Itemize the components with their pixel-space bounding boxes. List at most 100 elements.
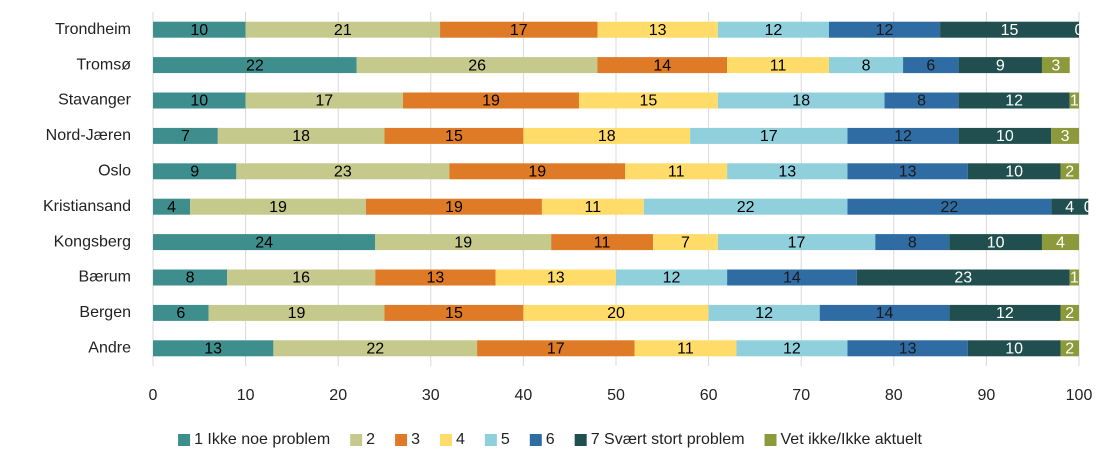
y-tick-label: Stavanger [58,92,132,109]
bar-segment [153,304,209,321]
data-label: 19 [288,305,306,322]
bar-segment [208,304,385,321]
bar-segment [551,234,654,251]
data-label: 18 [292,128,310,145]
bar-segment [245,21,441,38]
data-label: 24 [255,234,273,251]
data-label: 0 [1075,22,1084,39]
data-label: 19 [528,164,546,181]
data-label: 15 [445,305,463,322]
bar-segment [153,57,357,74]
bar-segment [365,198,542,215]
y-tick-label: Bærum [79,269,131,286]
bar-segment [153,340,274,357]
bar-segment [625,163,728,180]
data-label: 17 [760,128,778,145]
data-label: 11 [668,164,685,181]
data-label: 13 [204,341,222,358]
bar-segment [653,234,718,251]
data-label: 8 [917,93,926,110]
bar-segment [227,269,376,286]
bar-segment [1069,269,1079,286]
bar-segment [727,269,857,286]
data-label: 11 [770,57,787,74]
bar-segment [153,234,376,251]
data-label: 23 [334,164,352,181]
legend-swatch [574,434,587,446]
bar-segment [828,21,941,38]
bar-segment [597,21,718,38]
bar-segment [949,234,1042,251]
bar-segment [477,340,635,357]
bar-segment [597,57,728,74]
bar-segment [384,127,524,144]
data-label: 17 [547,341,565,358]
legend-swatch [395,434,408,446]
data-label: 12 [894,128,912,145]
data-label: 12 [755,305,773,322]
x-tick-label: 80 [885,387,903,404]
bar-segment [153,163,237,180]
data-label: 11 [594,234,611,251]
data-label: 12 [1005,93,1023,110]
bar-segment [819,304,950,321]
data-label: 21 [334,22,352,39]
data-label: 2 [1065,305,1074,322]
bar-segment [967,340,1061,357]
data-label: 12 [663,270,681,287]
legend-label: Vet ikke/Ikke aktuelt [781,431,923,448]
y-tick-label: Bergen [79,304,131,321]
data-label: 8 [862,57,871,74]
data-label: 22 [246,57,264,74]
bar-segment [940,21,1079,38]
legend-label: 3 [411,431,420,448]
data-label: 15 [1001,22,1019,39]
data-label: 4 [1065,199,1074,216]
x-tick-label: 30 [422,387,440,404]
legend-swatch [764,434,777,446]
bar-segment [717,92,885,109]
y-tick-label: Kongsberg [54,233,131,250]
data-label: 10 [996,128,1014,145]
data-label: 22 [737,199,755,216]
data-label: 3 [1051,57,1060,74]
bar-segment [847,198,1052,215]
data-label: 19 [445,199,463,216]
bar-segment [884,92,959,109]
data-label: 10 [190,93,208,110]
x-tick-label: 10 [237,387,255,404]
bar-segment [875,234,950,251]
bar-segment [384,304,524,321]
bar-segment [236,163,450,180]
data-label: 14 [783,270,801,287]
data-label: 11 [585,199,602,216]
bar-segment [616,269,728,286]
data-label: 13 [778,164,796,181]
bar-segment [634,340,737,357]
x-tick-label: 60 [700,387,718,404]
bar-segment [690,127,848,144]
data-label: 4 [1056,234,1065,251]
bar-segment [828,57,904,74]
bar-segment [958,127,1052,144]
data-label: 23 [954,270,972,287]
data-label: 14 [876,305,894,322]
x-tick-label: 40 [515,387,533,404]
data-label: 12 [765,22,783,39]
bar-segment [1060,340,1079,357]
data-label: 2 [1065,341,1074,358]
bar-segment [847,340,968,357]
data-label: 15 [445,128,463,145]
data-label: 18 [792,93,810,110]
data-label: 13 [899,164,917,181]
bar-segment [153,127,218,144]
data-label: 22 [366,341,384,358]
data-label: 17 [510,22,528,39]
bar-segment [541,198,644,215]
legend-label: 2 [366,431,375,448]
bar-segment [403,92,579,109]
bar-segment [727,163,848,180]
data-label: 12 [996,305,1014,322]
data-label: 10 [1005,341,1023,358]
